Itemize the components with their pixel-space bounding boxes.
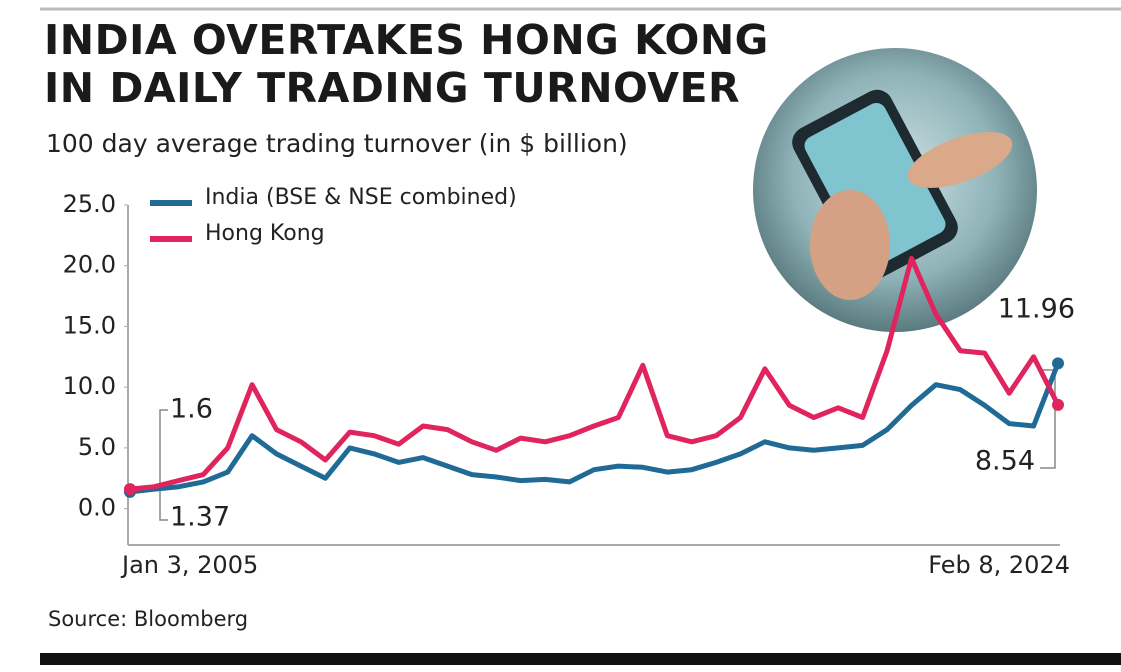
data-label: 1.37 <box>170 502 230 533</box>
data-label: 11.96 <box>998 294 1075 325</box>
end-point <box>1052 398 1064 411</box>
line-series <box>129 362 1061 495</box>
x-tick-label: Jan 3, 2005 <box>120 551 258 579</box>
y-tick-label: 15.0 <box>63 311 116 339</box>
y-tick-label: 10.0 <box>63 372 116 400</box>
line-series <box>129 255 1061 492</box>
legend-label: Hong Kong <box>205 221 325 246</box>
chart-title: INDIA OVERTAKES HONG KONG IN DAILY TRADI… <box>44 16 769 112</box>
y-tick-label: 5.0 <box>78 433 116 461</box>
data-label: 8.54 <box>975 446 1035 477</box>
y-tick-label: 20.0 <box>63 251 116 279</box>
source: Source: Bloomberg <box>48 607 248 631</box>
x-tick-label: Feb 8, 2024 <box>928 551 1070 579</box>
end-point <box>124 483 136 496</box>
y-tick-label: 25.0 <box>63 190 116 218</box>
end-point <box>1052 357 1064 370</box>
bottom-rule <box>40 653 1121 665</box>
annotation-bracket <box>159 369 1056 521</box>
subtitle: 100 day average trading turnover (in $ b… <box>46 129 628 158</box>
y-tick-label: 0.0 <box>78 494 116 522</box>
legend-label: India (BSE & NSE combined) <box>205 185 517 210</box>
data-label: 1.6 <box>170 394 213 425</box>
photo <box>753 48 1037 332</box>
